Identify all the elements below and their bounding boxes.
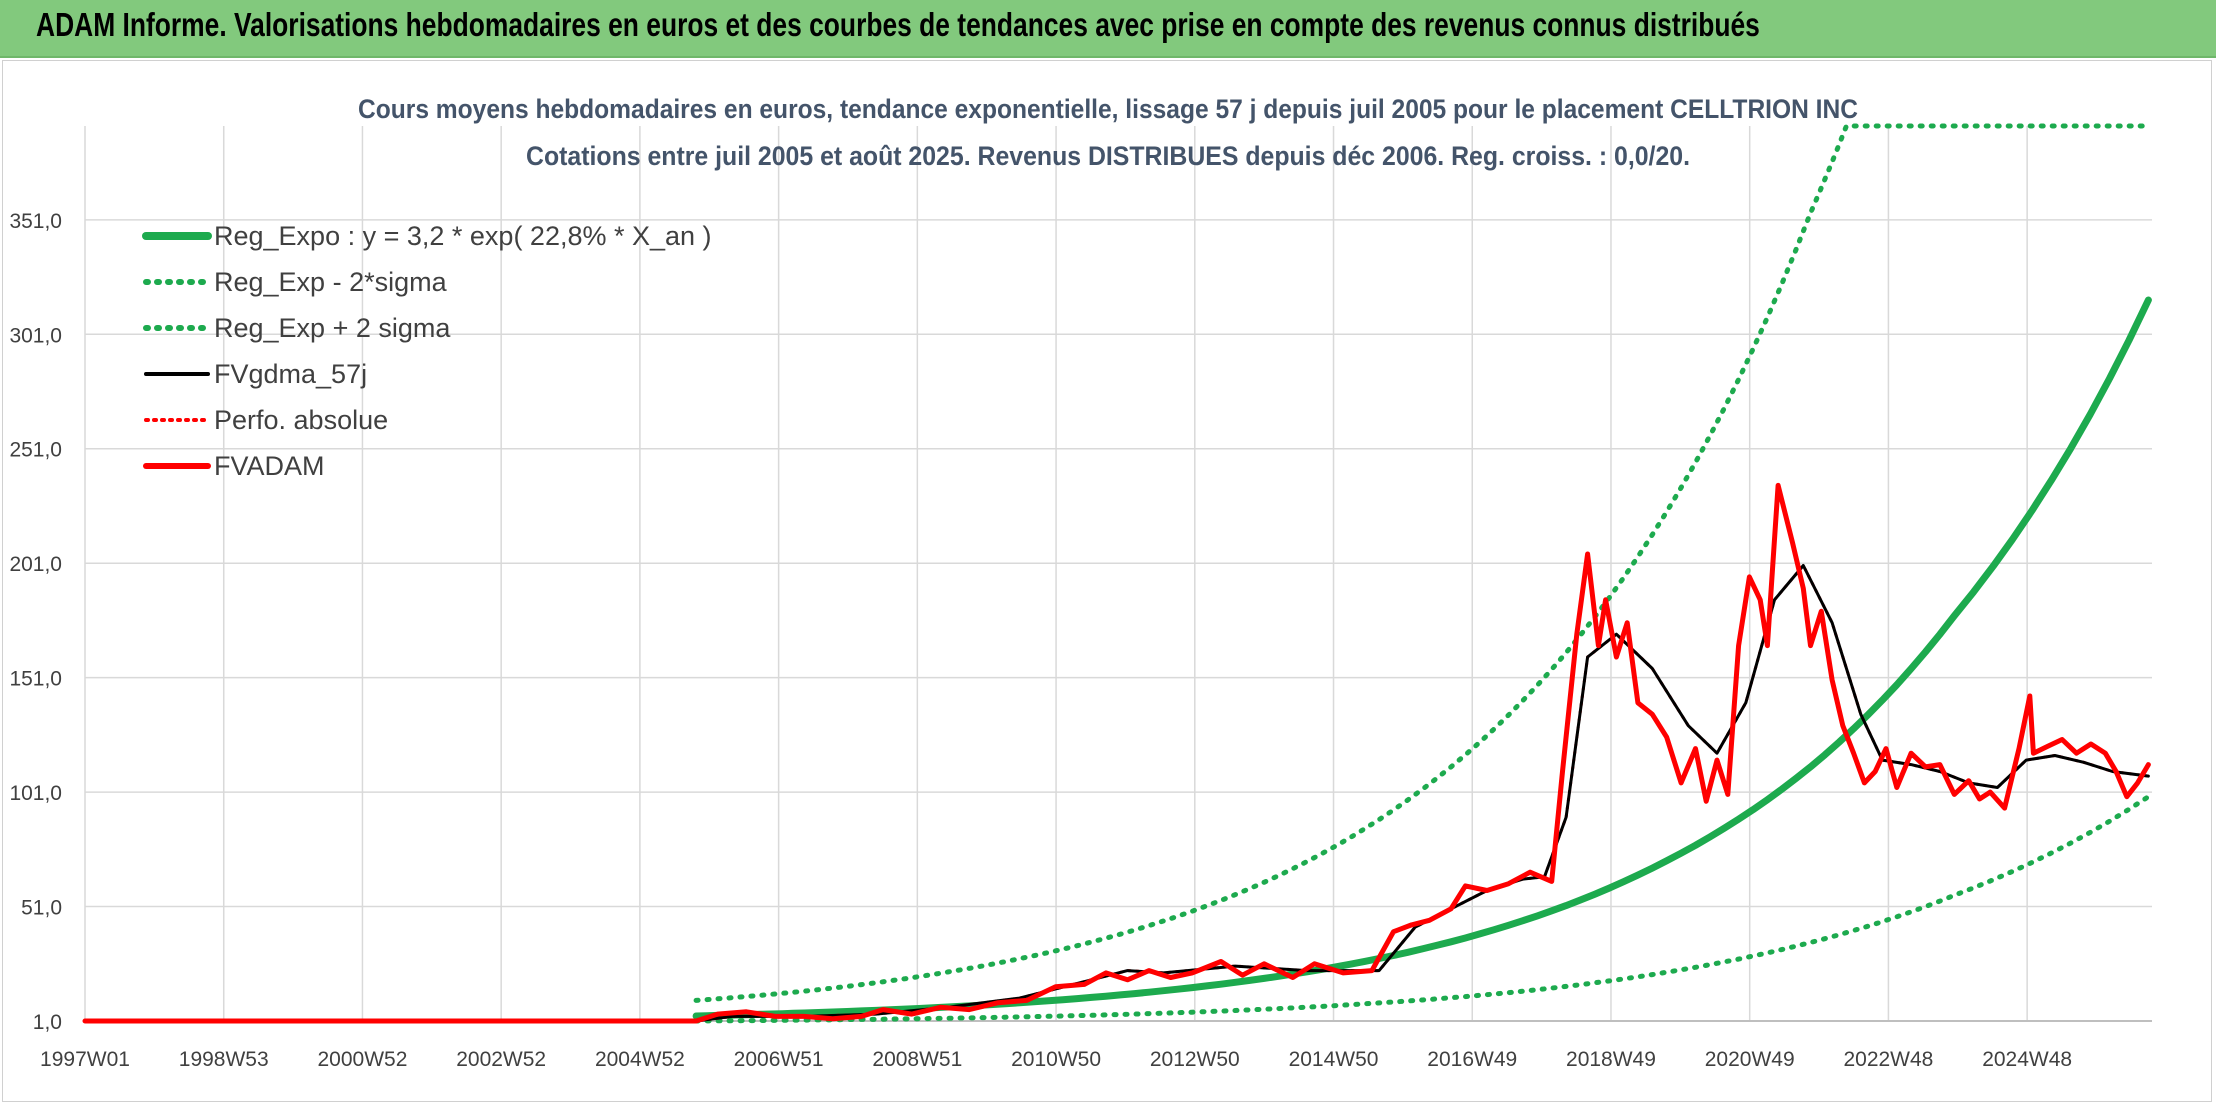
x-tick-label: 2024W48 <box>1982 1048 2072 1071</box>
x-tick-label: 2018W49 <box>1566 1048 1656 1071</box>
legend-label: Reg_Exp + 2 sigma <box>214 313 451 343</box>
x-tick-label: 2014W50 <box>1289 1048 1379 1071</box>
y-tick-label: 51,0 <box>21 897 62 920</box>
chart-subtitle: Cotations entre juil 2005 et août 2025. … <box>526 141 1690 171</box>
legend-label: FVgdma_57j <box>214 359 367 389</box>
series <box>82 123 2152 1024</box>
x-tick-label: 1998W53 <box>179 1048 269 1071</box>
x-tick-label: 2002W52 <box>456 1048 546 1071</box>
x-tick-label: 2004W52 <box>595 1048 685 1071</box>
fvadam-line <box>82 482 2151 1024</box>
y-tick-label: 101,0 <box>9 782 62 805</box>
reg-exp-plus-2sigma-line <box>693 123 2151 1003</box>
y-axis: 1,0 51,0 101,0 151,0 201,0 251,0 301,0 351,0 <box>9 210 62 1034</box>
x-tick-label: 2016W49 <box>1427 1048 1517 1071</box>
y-tick-label: 1,0 <box>33 1011 62 1034</box>
y-tick-label: 351,0 <box>9 210 62 233</box>
legend-label: Reg_Expo : y = 3,2 * exp( 22,8% * X_an ) <box>214 221 712 251</box>
x-tick-label: 2020W49 <box>1705 1048 1795 1071</box>
x-tick-label: 2006W51 <box>734 1048 824 1071</box>
y-tick-label: 301,0 <box>9 324 62 347</box>
report-header: ADAM Informe. Valorisations hebdomadaire… <box>0 0 2216 58</box>
x-tick-label: 2012W50 <box>1150 1048 1240 1071</box>
y-tick-label: 251,0 <box>9 439 62 462</box>
legend-label: Perfo. absolue <box>214 405 388 435</box>
y-tick-label: 151,0 <box>9 668 62 691</box>
legend-label: Reg_Exp - 2*sigma <box>214 267 448 297</box>
y-tick-label: 201,0 <box>9 553 62 576</box>
legend-label: FVADAM <box>214 451 325 481</box>
x-axis: 1997W01 1998W53 2000W52 2002W52 2004W52 2006W… <box>40 1048 2072 1071</box>
x-tick-label: 2010W50 <box>1011 1048 1101 1071</box>
legend: Reg_Expo : y = 3,2 * exp( 22,8% * X_an )… <box>142 221 712 481</box>
grid <box>84 126 2152 1022</box>
x-tick-label: 2000W52 <box>317 1048 407 1071</box>
chart-title: Cours moyens hebdomadaires en euros, ten… <box>358 94 1858 124</box>
report-title: ADAM Informe. Valorisations hebdomadaire… <box>36 6 1760 43</box>
x-tick-label: 2022W48 <box>1843 1048 1933 1071</box>
reg-exp-minus-2sigma-line <box>693 794 2151 1024</box>
x-tick-label: 1997W01 <box>40 1048 130 1071</box>
x-tick-label: 2008W51 <box>872 1048 962 1071</box>
chart: 1,0 51,0 101,0 151,0 201,0 251,0 301,0 351,0 19… <box>0 58 2216 1104</box>
